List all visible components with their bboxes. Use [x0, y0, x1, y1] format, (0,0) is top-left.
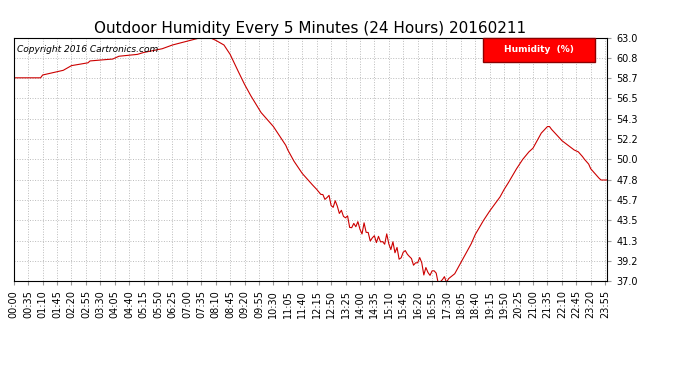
FancyBboxPatch shape: [482, 38, 595, 62]
Text: Copyright 2016 Cartronics.com: Copyright 2016 Cartronics.com: [17, 45, 158, 54]
Text: Humidity  (%): Humidity (%): [504, 45, 574, 54]
Title: Outdoor Humidity Every 5 Minutes (24 Hours) 20160211: Outdoor Humidity Every 5 Minutes (24 Hou…: [95, 21, 526, 36]
